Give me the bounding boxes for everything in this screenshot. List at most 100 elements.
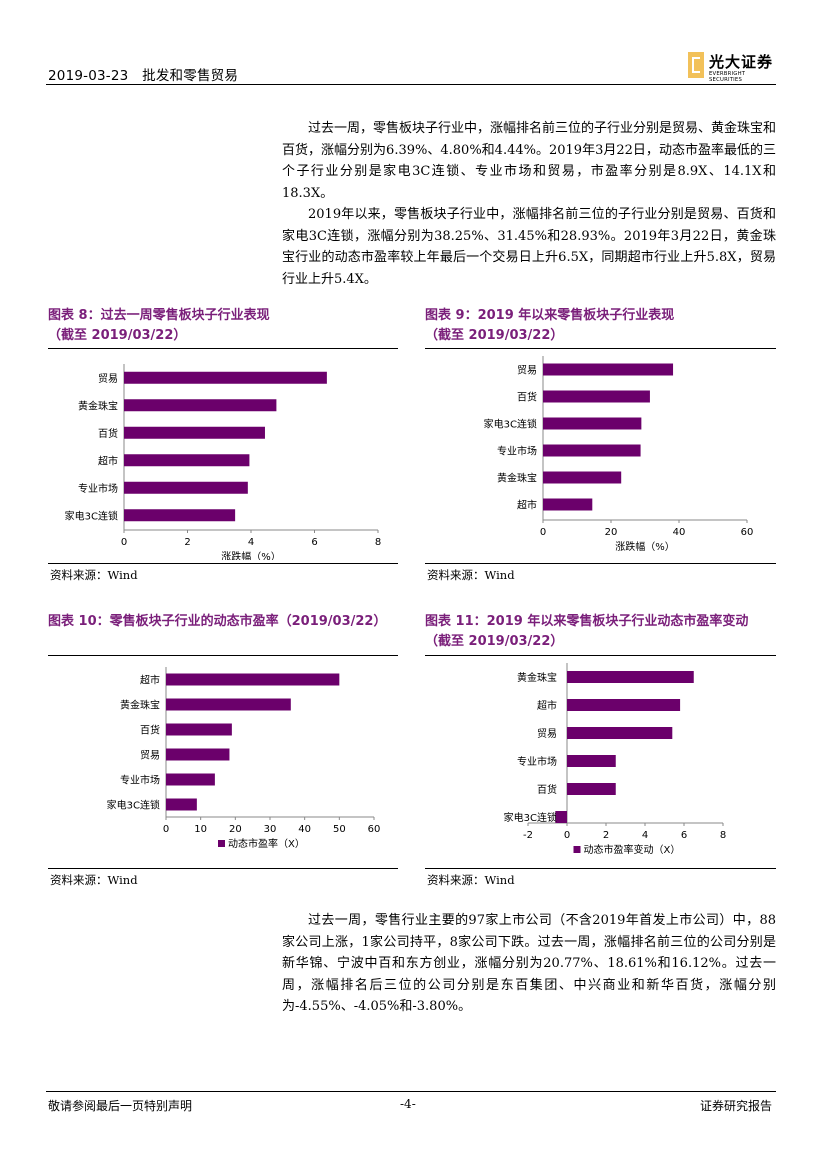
- fig11-source: 资料来源：Wind: [427, 873, 515, 887]
- fig8-source: 资料来源：Wind: [50, 568, 138, 582]
- bar: [567, 671, 694, 683]
- logo-english: EVERBRIGHT SECURITIES: [709, 71, 746, 83]
- tick-label: 60: [368, 824, 381, 835]
- category-label: 专业市场: [497, 445, 537, 458]
- category-label: 黄金珠宝: [120, 699, 160, 712]
- tick-label: 8: [375, 537, 381, 548]
- intro-paragraph-2: 2019年以来，零售板块子行业中，涨幅排名前三位的子行业分别是贸易、百货和家电3…: [282, 207, 776, 287]
- tick-label: 8: [720, 830, 726, 841]
- page-number: -4-: [400, 1097, 416, 1111]
- category-label: 百货: [517, 391, 537, 404]
- bar: [567, 727, 673, 739]
- bar: [166, 698, 291, 711]
- logo-mark-icon: [688, 52, 704, 78]
- category-label: 贸易: [98, 373, 118, 385]
- category-label: 家电3C连锁: [65, 509, 118, 522]
- fig8-bottom-rule: [48, 563, 398, 564]
- tick-label: 0: [540, 527, 546, 538]
- bar: [166, 673, 340, 686]
- bar: [567, 783, 616, 795]
- category-label: 超市: [517, 499, 537, 512]
- category-label: 百货: [537, 783, 557, 796]
- bar: [124, 454, 250, 467]
- fig9-top-rule: [425, 348, 776, 349]
- tick-label: 50: [333, 824, 346, 835]
- category-label: 黄金珠宝: [497, 472, 537, 485]
- bar: [543, 471, 622, 484]
- tick-label: 30: [264, 824, 277, 835]
- intro-paragraph-1: 过去一周，零售板块子行业中，涨幅排名前三位的子行业分别是贸易、黄金珠宝和百货，涨…: [282, 121, 777, 201]
- legend-swatch: [218, 840, 225, 847]
- category-label: 贸易: [537, 728, 557, 740]
- category-label: 家电3C连锁: [484, 418, 537, 431]
- fig9-title: 图表 9：2019 年以来零售板块子行业表现 （截至 2019/03/22）: [425, 308, 675, 343]
- tick-label: 2: [184, 537, 190, 548]
- header-rule: [46, 84, 776, 85]
- tick-label: 4: [248, 537, 254, 548]
- bar: [543, 417, 642, 430]
- category-label: 专业市场: [78, 482, 118, 495]
- tick-label: 0: [564, 830, 570, 841]
- bar: [166, 773, 215, 786]
- company-logo: 光大证券 EVERBRIGHT SECURITIES: [688, 52, 778, 83]
- tick-label: 40: [298, 824, 311, 835]
- tick-label: 6: [311, 537, 317, 548]
- x-axis-label: 涨跌幅（%）: [615, 540, 675, 553]
- tick-label: 0: [121, 537, 127, 548]
- fig11-title: 图表 11：2019 年以来零售板块子行业动态市盈率变动 （截至 2019/03…: [425, 614, 749, 649]
- bar: [543, 498, 593, 511]
- header-date-section: 2019-03-23 批发和零售贸易: [48, 68, 239, 84]
- tick-label: 6: [681, 830, 687, 841]
- bar: [166, 723, 232, 736]
- x-axis-label: 涨跌幅（%）: [221, 550, 281, 560]
- footer-disclaimer: 敬请参阅最后一页特别声明: [48, 1099, 193, 1113]
- fig10-source: 资料来源：Wind: [50, 873, 138, 887]
- category-label: 家电3C连锁: [504, 811, 557, 824]
- fig9-source: 资料来源：Wind: [427, 568, 515, 582]
- fig8-title: 图表 8：过去一周零售板块子行业表现 （截至 2019/03/22）: [48, 308, 270, 343]
- bar: [166, 748, 230, 761]
- tick-label: 20: [605, 527, 618, 538]
- bar: [543, 444, 641, 457]
- bar: [124, 371, 327, 384]
- category-label: 超市: [537, 699, 557, 712]
- intro-text: 过去一周，零售板块子行业中，涨幅排名前三位的子行业分别是贸易、黄金珠宝和百货，涨…: [282, 118, 776, 290]
- category-label: 家电3C连锁: [107, 799, 160, 812]
- fig9-bottom-rule: [425, 563, 776, 564]
- fig10-top-rule: [48, 655, 398, 656]
- outro-text: 过去一周，零售行业主要的97家上市公司（不含2019年首发上市公司）中，88家公…: [282, 910, 776, 1018]
- fig10-bottom-rule: [48, 868, 398, 869]
- category-label: 专业市场: [517, 755, 557, 768]
- bar: [567, 755, 616, 767]
- bar: [124, 481, 248, 494]
- legend-swatch: [573, 846, 581, 853]
- legend-label: 动态市盈率变动（X）: [584, 843, 681, 856]
- category-label: 贸易: [517, 365, 537, 377]
- footer-report-type: 证券研究报告: [700, 1099, 773, 1113]
- bar: [166, 798, 197, 811]
- category-label: 贸易: [140, 750, 160, 762]
- logo-chinese: 光大证券: [709, 53, 774, 71]
- tick-label: 2: [603, 830, 609, 841]
- category-label: 百货: [140, 724, 160, 737]
- bar: [543, 390, 650, 403]
- tick-label: 20: [229, 824, 242, 835]
- fig10-title: 图表 10：零售板块子行业的动态市盈率（2019/03/22）: [48, 614, 387, 629]
- tick-label: 4: [642, 830, 648, 841]
- category-label: 黄金珠宝: [517, 671, 557, 684]
- category-label: 超市: [98, 454, 118, 467]
- tick-label: 0: [163, 824, 169, 835]
- footer-rule: [46, 1091, 776, 1092]
- bar: [124, 399, 277, 412]
- bar: [555, 811, 567, 823]
- fig11-bottom-rule: [425, 868, 776, 869]
- legend-label: 动态市盈率（X）: [228, 837, 305, 850]
- tick-label: -2: [523, 830, 533, 841]
- category-label: 黄金珠宝: [78, 399, 118, 412]
- fig11-top-rule: [425, 655, 776, 656]
- bar: [124, 509, 236, 522]
